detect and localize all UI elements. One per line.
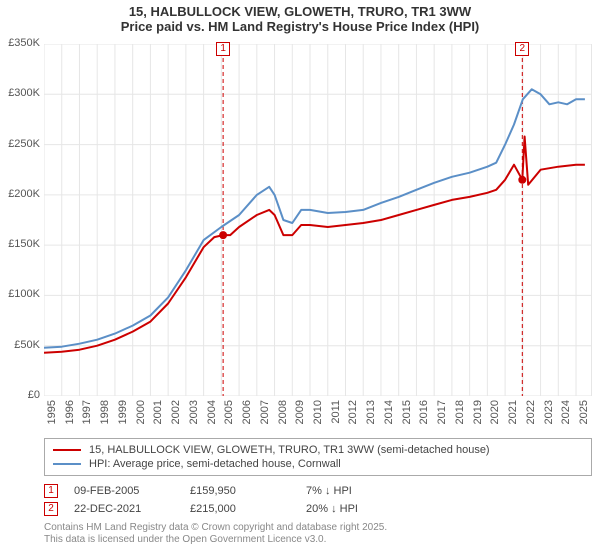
transaction-price: £215,000: [190, 503, 290, 515]
x-tick-label: 2012: [347, 400, 359, 430]
transaction-row: 1 09-FEB-2005 £159,950 7% ↓ HPI: [44, 482, 592, 500]
x-tick-label: 2005: [223, 400, 235, 430]
legend-label: 15, HALBULLOCK VIEW, GLOWETH, TRURO, TR1…: [89, 444, 490, 456]
x-tick-label: 1996: [64, 400, 76, 430]
x-tick-label: 2008: [277, 400, 289, 430]
transaction-marker: 2: [44, 502, 58, 516]
chart-marker-2: 2: [515, 42, 529, 56]
x-tick-label: 2011: [330, 400, 342, 430]
x-tick-label: 2024: [560, 400, 572, 430]
x-tick-label: 2022: [525, 400, 537, 430]
legend-frame: 15, HALBULLOCK VIEW, GLOWETH, TRURO, TR1…: [44, 438, 592, 476]
transaction-delta: 7% ↓ HPI: [306, 485, 406, 497]
chart-title-block: 15, HALBULLOCK VIEW, GLOWETH, TRURO, TR1…: [0, 0, 600, 34]
legend-and-data: 15, HALBULLOCK VIEW, GLOWETH, TRURO, TR1…: [44, 438, 592, 546]
y-tick-label: £50K: [0, 339, 40, 351]
transaction-row: 2 22-DEC-2021 £215,000 20% ↓ HPI: [44, 500, 592, 518]
transaction-rows: 1 09-FEB-2005 £159,950 7% ↓ HPI 2 22-DEC-2021…: [44, 482, 592, 518]
x-tick-label: 1997: [81, 400, 93, 430]
line-chart: [44, 44, 592, 396]
copyright-line-2: This data is licensed under the Open Gov…: [44, 534, 592, 546]
title-line-1: 15, HALBULLOCK VIEW, GLOWETH, TRURO, TR1…: [0, 4, 600, 19]
x-tick-label: 2023: [543, 400, 555, 430]
legend-row: HPI: Average price, semi-detached house,…: [53, 457, 583, 471]
x-tick-label: 2002: [170, 400, 182, 430]
transaction-marker: 1: [44, 484, 58, 498]
x-tick-label: 2014: [383, 400, 395, 430]
y-tick-label: £350K: [0, 37, 40, 49]
x-tick-label: 1998: [99, 400, 111, 430]
x-tick-label: 2021: [507, 400, 519, 430]
x-tick-label: 2009: [294, 400, 306, 430]
copyright-block: Contains HM Land Registry data © Crown c…: [44, 522, 592, 546]
x-tick-label: 2019: [472, 400, 484, 430]
legend-swatch: [53, 449, 81, 451]
y-tick-label: £150K: [0, 238, 40, 250]
x-tick-label: 2001: [152, 400, 164, 430]
y-tick-label: £0: [0, 389, 40, 401]
x-tick-label: 1999: [117, 400, 129, 430]
copyright-line-1: Contains HM Land Registry data © Crown c…: [44, 522, 592, 534]
legend-label: HPI: Average price, semi-detached house,…: [89, 458, 341, 470]
legend-row: 15, HALBULLOCK VIEW, GLOWETH, TRURO, TR1…: [53, 443, 583, 457]
x-tick-label: 2004: [206, 400, 218, 430]
x-tick-label: 2003: [188, 400, 200, 430]
chart-marker-1: 1: [216, 42, 230, 56]
title-line-2: Price paid vs. HM Land Registry's House …: [0, 19, 600, 34]
y-tick-label: £300K: [0, 87, 40, 99]
legend-swatch: [53, 463, 81, 465]
x-tick-label: 2018: [454, 400, 466, 430]
y-tick-label: £100K: [0, 288, 40, 300]
transaction-price: £159,950: [190, 485, 290, 497]
x-tick-label: 2006: [241, 400, 253, 430]
y-tick-label: £250K: [0, 138, 40, 150]
x-tick-label: 2000: [135, 400, 147, 430]
x-tick-label: 2025: [578, 400, 590, 430]
transaction-date: 22-DEC-2021: [74, 503, 174, 515]
x-tick-label: 2017: [436, 400, 448, 430]
x-tick-label: 2007: [259, 400, 271, 430]
transaction-delta: 20% ↓ HPI: [306, 503, 406, 515]
x-tick-label: 2013: [365, 400, 377, 430]
x-tick-label: 2015: [401, 400, 413, 430]
x-tick-label: 1995: [46, 400, 58, 430]
x-tick-label: 2010: [312, 400, 324, 430]
y-tick-label: £200K: [0, 188, 40, 200]
x-tick-label: 2016: [418, 400, 430, 430]
transaction-date: 09-FEB-2005: [74, 485, 174, 497]
x-tick-label: 2020: [489, 400, 501, 430]
